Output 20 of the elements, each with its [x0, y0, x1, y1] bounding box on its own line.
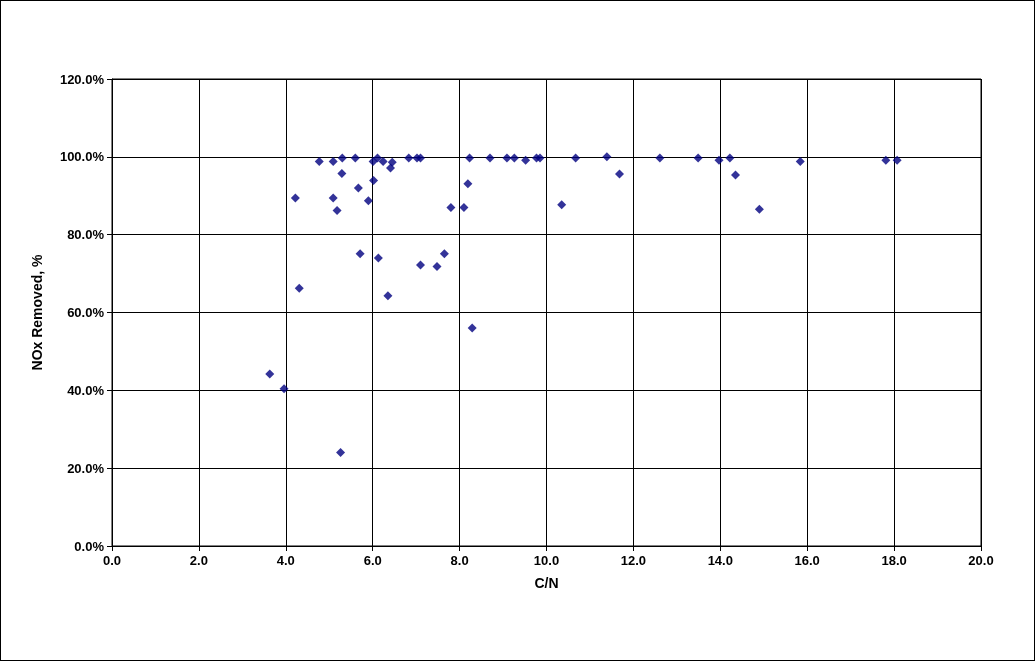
x-axis-title: C/N [534, 575, 559, 591]
x-tick-label: 0.0 [102, 553, 122, 568]
x-tick-label: 20.0 [968, 553, 994, 568]
y-tick-label: 20.0% [67, 460, 105, 476]
x-tick-label: 6.0 [363, 553, 382, 568]
x-tick-label: 12.0 [620, 553, 647, 568]
x-tick-label: 14.0 [707, 553, 733, 568]
y-tick-label: 100.0% [59, 149, 105, 165]
y-tick-label: 0.0% [74, 538, 105, 554]
x-tick-label: 18.0 [881, 553, 907, 568]
x-tick-label: 10.0 [533, 553, 560, 568]
x-tick-label: 2.0 [189, 553, 208, 568]
y-axis-title: NOx Removed, % [29, 253, 45, 371]
x-tick-label: 16.0 [794, 553, 820, 568]
y-tick-label: 120.0% [59, 71, 105, 87]
x-tick-label: 8.0 [450, 553, 469, 568]
y-tick-label: 60.0% [67, 305, 105, 320]
y-tick-label: 80.0% [67, 227, 105, 243]
x-tick-label: 4.0 [276, 553, 295, 568]
y-tick-label: 40.0% [67, 382, 105, 398]
